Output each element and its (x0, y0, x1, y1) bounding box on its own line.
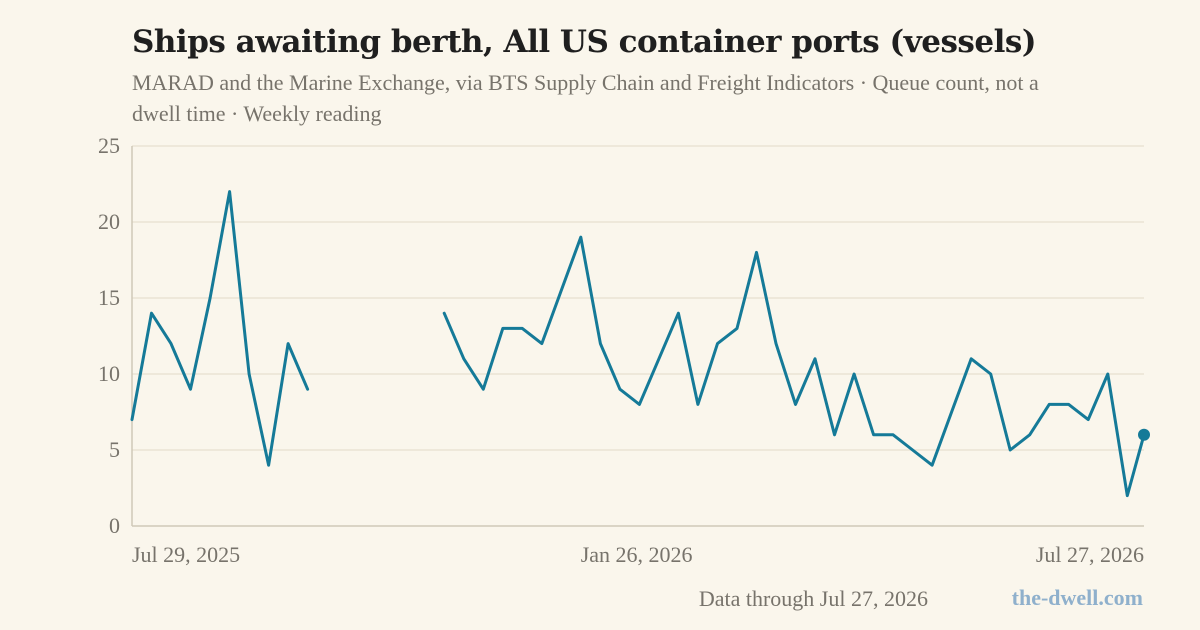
x-tick-label: Jul 27, 2026 (1036, 542, 1144, 567)
chart-title: Ships awaiting berth, All US container p… (132, 24, 1036, 60)
series-line-segment (130, 190, 310, 467)
data-through-note: Data through Jul 27, 2026 (698, 586, 928, 611)
series-lines (130, 190, 1150, 498)
y-axis-ticks: 0 5 10 15 20 25 (98, 133, 120, 538)
x-tick-label: Jul 29, 2025 (132, 542, 240, 567)
y-tick-label: 5 (109, 437, 120, 462)
x-tick-label: Jan 26, 2026 (581, 542, 693, 567)
y-tick-label: 15 (98, 285, 120, 310)
gridlines (131, 145, 1144, 527)
brand-link[interactable]: the-dwell.com (1011, 585, 1143, 610)
last-point-marker (1138, 428, 1150, 441)
series-line-segment (442, 235, 1146, 498)
y-tick-label: 25 (98, 133, 120, 158)
x-axis-ticks: Jul 29, 2025 Jan 26, 2026 Jul 27, 2026 (132, 542, 1144, 567)
y-tick-label: 10 (98, 361, 120, 386)
chart-subtitle: MARAD and the Marine Exchange, via BTS S… (132, 70, 1039, 126)
y-tick-label: 0 (109, 513, 120, 538)
y-tick-label: 20 (98, 209, 120, 234)
